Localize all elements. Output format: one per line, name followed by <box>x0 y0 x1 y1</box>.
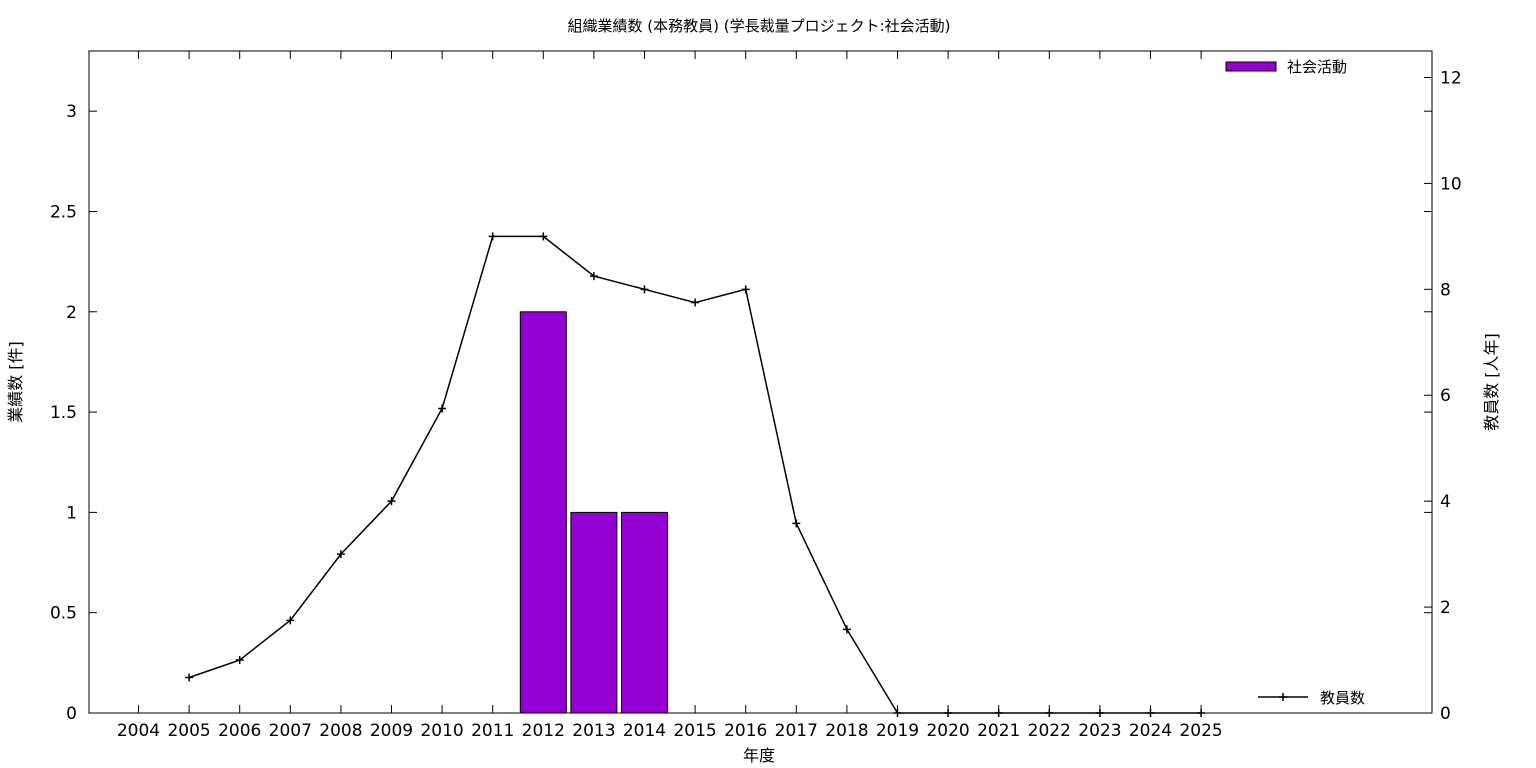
x-tick-label: 2021 <box>977 721 1020 741</box>
legend-label-line: 教員数 <box>1320 689 1365 707</box>
line-point <box>691 298 700 307</box>
x-tick-label: 2017 <box>775 721 818 741</box>
bar-series <box>519 311 668 714</box>
line-point <box>1045 709 1054 717</box>
line-point <box>1095 709 1104 717</box>
line-point <box>387 497 396 506</box>
line-point <box>893 709 902 717</box>
x-tick-label: 2004 <box>117 721 160 741</box>
y-tick-label: 3 <box>66 102 77 122</box>
y2-tick-label: 2 <box>1440 598 1451 618</box>
line-point <box>336 550 345 559</box>
x-tick-label: 2008 <box>319 721 362 741</box>
line-point <box>589 272 598 281</box>
line-point <box>185 673 194 682</box>
line-point <box>235 656 244 665</box>
bar <box>570 511 618 714</box>
x-tick-label: 2020 <box>926 721 969 741</box>
x-tick-label: 2016 <box>724 721 767 741</box>
line-point <box>842 625 851 634</box>
x-tick-label: 2011 <box>471 721 514 741</box>
x-axis-ticks: 2004 2005 2006 2007 2008 2009 2010 2011 2012 2013… <box>117 51 1223 741</box>
y-tick-label: 1.5 <box>50 403 77 423</box>
y2-axis-label: 教員数 [人年] <box>1482 333 1501 431</box>
line-point <box>286 616 295 625</box>
x-tick-label: 2024 <box>1129 721 1172 741</box>
y2-tick-label: 12 <box>1440 68 1462 88</box>
y2-tick-label: 0 <box>1440 704 1451 724</box>
y2-axis-ticks: 0 2 4 6 8 10 12 <box>1424 68 1462 724</box>
x-tick-label: 2013 <box>572 721 615 741</box>
y-tick-label: 2.5 <box>50 202 77 222</box>
y-tick-label: 0 <box>66 704 77 724</box>
x-axis-label: 年度 <box>743 746 775 765</box>
x-tick-label: 2018 <box>825 721 868 741</box>
y-axis-label: 業績数 [件] <box>6 341 25 423</box>
y-axis-ticks: 0 0.5 1 1.5 2 2.5 3 <box>50 102 1432 724</box>
x-tick-label: 2007 <box>269 721 312 741</box>
legend-label-bar: 社会活動 <box>1287 58 1347 76</box>
x-tick-label: 2023 <box>1078 721 1121 741</box>
x-tick-label: 2019 <box>876 721 919 741</box>
y2-tick-label: 8 <box>1440 280 1451 300</box>
legend-marker-line <box>1279 693 1287 701</box>
x-tick-label: 2010 <box>420 721 463 741</box>
line-point <box>1146 709 1155 717</box>
x-tick-label: 2005 <box>167 721 210 741</box>
y2-tick-label: 4 <box>1440 492 1451 512</box>
line-point <box>640 285 649 294</box>
x-tick-label: 2014 <box>623 721 666 741</box>
line-point <box>741 285 750 294</box>
x-tick-label: 2006 <box>218 721 261 741</box>
line-point <box>438 404 447 413</box>
y-tick-label: 0.5 <box>50 604 77 624</box>
line-point <box>488 232 497 241</box>
line-point <box>1197 709 1206 717</box>
line-point <box>994 709 1003 717</box>
series-line <box>188 235 1202 714</box>
line-series <box>185 232 1206 717</box>
line-point <box>944 709 953 717</box>
line-point <box>539 232 548 241</box>
legend-swatch-bar <box>1225 61 1277 72</box>
x-tick-label: 2022 <box>1028 721 1071 741</box>
y2-tick-label: 10 <box>1440 174 1462 194</box>
chart-title: 組織業績数 (本務教員) (学長裁量プロジェクト:社会活動) <box>567 17 950 35</box>
line-point <box>792 519 801 528</box>
y-tick-label: 1 <box>66 503 77 523</box>
bar <box>621 511 668 714</box>
y2-tick-label: 6 <box>1440 386 1451 406</box>
x-tick-label: 2009 <box>370 721 413 741</box>
y-tick-label: 2 <box>66 303 77 323</box>
plot-area-frame <box>88 50 1433 714</box>
x-tick-label: 2015 <box>673 721 716 741</box>
x-tick-label: 2012 <box>522 721 565 741</box>
x-tick-label: 2025 <box>1179 721 1222 741</box>
bar <box>519 311 567 714</box>
